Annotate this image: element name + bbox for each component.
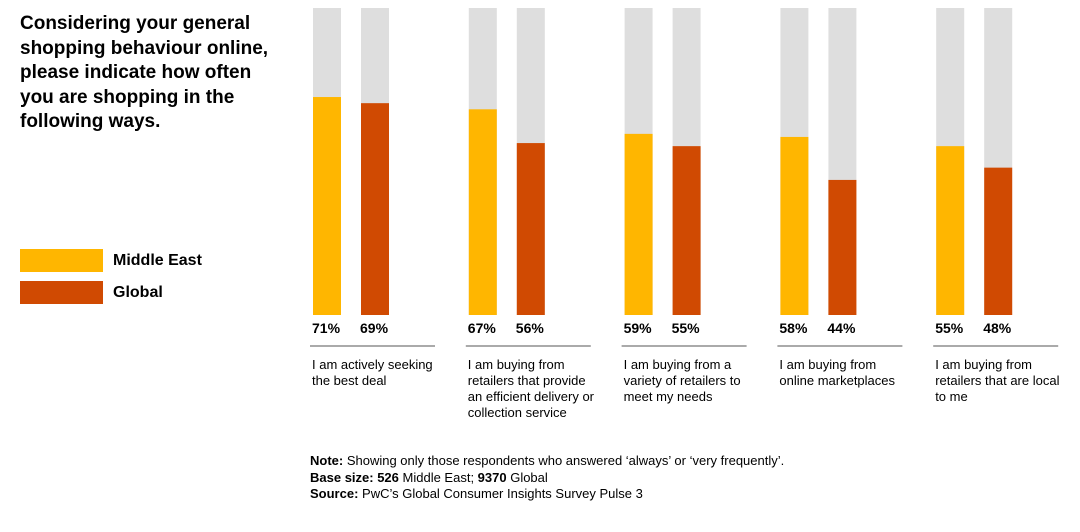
bar [624, 133, 653, 315]
note-line: Base size: 526 Middle East; 9370 Global [310, 470, 548, 485]
bar [828, 179, 857, 315]
chart-title: Considering your general shopping behavi… [20, 13, 269, 132]
note-line: Note: Showing only those respondents who… [310, 453, 784, 468]
bar [361, 103, 389, 315]
bar [516, 143, 545, 315]
note-line: Source: PwC’s Global Consumer Insights S… [310, 486, 643, 501]
value-label: 58% [779, 320, 808, 336]
legend-swatch [20, 249, 103, 272]
value-label: 59% [623, 320, 652, 336]
legend-label: Global [113, 284, 163, 301]
bar [780, 136, 809, 315]
note-text: Source: [310, 486, 359, 501]
bar [672, 146, 701, 315]
value-label: 48% [983, 320, 1012, 336]
value-label: 69% [360, 320, 389, 336]
note-text: 9370 [477, 469, 507, 485]
note-text: Global [506, 469, 548, 485]
value-label: 71% [312, 320, 341, 336]
category-label: I am actively seeking the best deal [312, 357, 433, 388]
value-label: 44% [827, 320, 856, 336]
category-label: I am buying from retailers that are loca… [935, 357, 1060, 404]
note-text: Middle East; [398, 469, 478, 485]
value-label: 55% [935, 320, 964, 336]
note-text: Base size: 526 [310, 469, 399, 485]
legend-swatch [20, 281, 103, 304]
note-text: Showing only those respondents who answe… [343, 453, 785, 468]
category-label: I am buying from online marketplaces [779, 357, 896, 388]
value-label: 67% [467, 320, 496, 336]
value-label: 56% [515, 320, 544, 336]
bar [936, 146, 965, 315]
note-text: PwC’s Global Consumer Insights Survey Pu… [358, 486, 643, 501]
category-label: I am buying from retailers that provide … [467, 357, 595, 420]
legend-label: Middle East [113, 252, 202, 269]
category-label: I am buying from a variety of retailers … [623, 357, 741, 404]
value-label: 55% [671, 320, 700, 336]
bar [313, 97, 341, 315]
note-text: Note: [310, 453, 344, 468]
bar [468, 109, 497, 315]
bar [984, 167, 1013, 315]
